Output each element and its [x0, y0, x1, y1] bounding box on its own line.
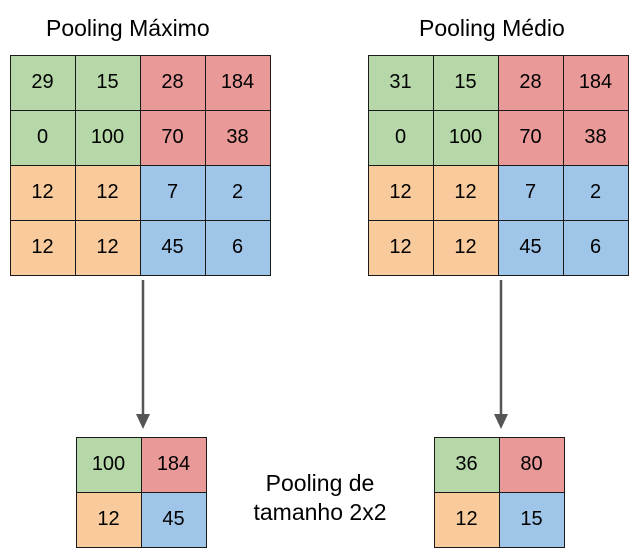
arrow-head [136, 414, 150, 429]
matrix-cell: 184 [562, 54, 629, 111]
matrix-cell: 0 [9, 109, 76, 166]
matrix-cell: 100 [432, 109, 499, 166]
matrix-cell: 100 [75, 436, 142, 493]
down-arrow-icon [494, 280, 508, 429]
matrix-cell: 184 [204, 54, 271, 111]
matrix-cell: 6 [562, 219, 629, 276]
matrix-cell: 45 [139, 219, 206, 276]
matrix-cell: 12 [75, 491, 142, 548]
matrix-cell: 6 [204, 219, 271, 276]
matrix-cell: 15 [74, 54, 141, 111]
matrix-cell: 28 [139, 54, 206, 111]
matrix-cell: 45 [140, 491, 207, 548]
matrix-cell: 12 [9, 219, 76, 276]
average-pooling-title: Pooling Médio [419, 15, 565, 41]
down-arrow-icon [136, 280, 150, 429]
matrix-cell: 70 [497, 109, 564, 166]
matrix-cell: 12 [367, 219, 434, 276]
average-pooling-output-grid: 36 80 12 15 [433, 436, 565, 548]
matrix-cell: 80 [498, 436, 565, 493]
matrix-cell: 12 [367, 164, 434, 221]
matrix-cell: 12 [74, 164, 141, 221]
matrix-cell: 45 [497, 219, 564, 276]
matrix-cell: 36 [433, 436, 500, 493]
matrix-cell: 12 [9, 164, 76, 221]
arrow-head [494, 414, 508, 429]
matrix-cell: 0 [367, 109, 434, 166]
matrix-cell: 7 [139, 164, 206, 221]
matrix-cell: 184 [140, 436, 207, 493]
matrix-cell: 7 [497, 164, 564, 221]
matrix-cell: 12 [433, 491, 500, 548]
matrix-cell: 2 [204, 164, 271, 221]
matrix-cell: 100 [74, 109, 141, 166]
matrix-cell: 12 [432, 219, 499, 276]
matrix-cell: 29 [9, 54, 76, 111]
max-pooling-title: Pooling Máximo [46, 15, 210, 41]
caption-line-1: Pooling de [265, 470, 375, 496]
matrix-cell: 15 [432, 54, 499, 111]
matrix-cell: 70 [139, 109, 206, 166]
matrix-cell: 31 [367, 54, 434, 111]
matrix-cell: 38 [204, 109, 271, 166]
matrix-cell: 28 [497, 54, 564, 111]
matrix-cell: 12 [74, 219, 141, 276]
matrix-cell: 15 [498, 491, 565, 548]
average-pooling-input-grid: 31 15 28 184 0 100 70 38 12 12 7 2 12 12… [367, 54, 629, 276]
matrix-cell: 38 [562, 109, 629, 166]
max-pooling-output-grid: 100 184 12 45 [75, 436, 207, 548]
caption-line-2: tamanho 2x2 [253, 499, 387, 525]
pooling-size-caption: Pooling de tamanho 2x2 [240, 469, 400, 527]
matrix-cell: 12 [432, 164, 499, 221]
matrix-cell: 2 [562, 164, 629, 221]
max-pooling-input-grid: 29 15 28 184 0 100 70 38 12 12 7 2 12 12… [9, 54, 271, 276]
